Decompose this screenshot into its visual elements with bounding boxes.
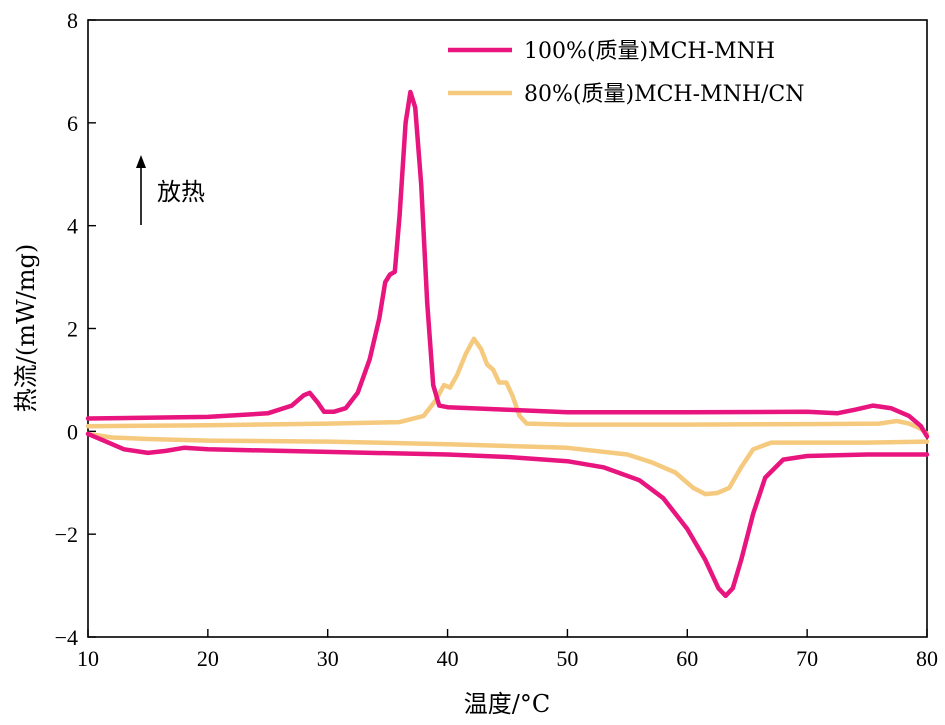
y-tick-label: 4 (67, 214, 78, 239)
legend-label-100: 100%(质量)MCH-MNH (524, 39, 775, 64)
y-axis-ticks: −4 −2 0 2 4 6 8 (55, 8, 96, 650)
y-tick-label: −2 (55, 522, 78, 547)
series-80-heating-line (85, 336, 930, 437)
x-tick-label: 20 (197, 646, 219, 671)
y-tick-label: −4 (55, 625, 78, 650)
x-tick-label: 60 (676, 646, 698, 671)
exotherm-arrow-head-icon (136, 155, 146, 168)
series-100-heating-line (85, 89, 930, 439)
series-100-cooling-line (85, 431, 930, 599)
legend-label-80: 80%(质量)MCH-MNH/CN (524, 82, 805, 107)
x-tick-label: 70 (796, 646, 818, 671)
x-tick-label: 10 (77, 646, 99, 671)
series-80-cooling-line (85, 431, 930, 497)
x-tick-label: 80 (916, 646, 938, 671)
x-axis-label: 温度/°C (464, 690, 550, 718)
y-tick-label: 8 (67, 8, 78, 33)
x-tick-label: 50 (556, 646, 578, 671)
y-tick-label: 2 (67, 317, 78, 342)
exotherm-label: 放热 (157, 178, 205, 206)
x-axis-ticks: 10 20 30 40 50 60 70 80 (77, 629, 938, 671)
y-tick-label: 6 (67, 111, 78, 136)
x-tick-label: 30 (317, 646, 339, 671)
series-layer (85, 89, 930, 599)
x-tick-label: 40 (437, 646, 459, 671)
plot-frame (87, 19, 928, 638)
y-axis-label: 热流/(mW/mg) (12, 244, 40, 412)
y-tick-label: 0 (67, 419, 78, 444)
exotherm-annotation: 放热 (136, 155, 205, 225)
legend: 100%(质量)MCH-MNH 80%(质量)MCH-MNH/CN (448, 39, 805, 107)
